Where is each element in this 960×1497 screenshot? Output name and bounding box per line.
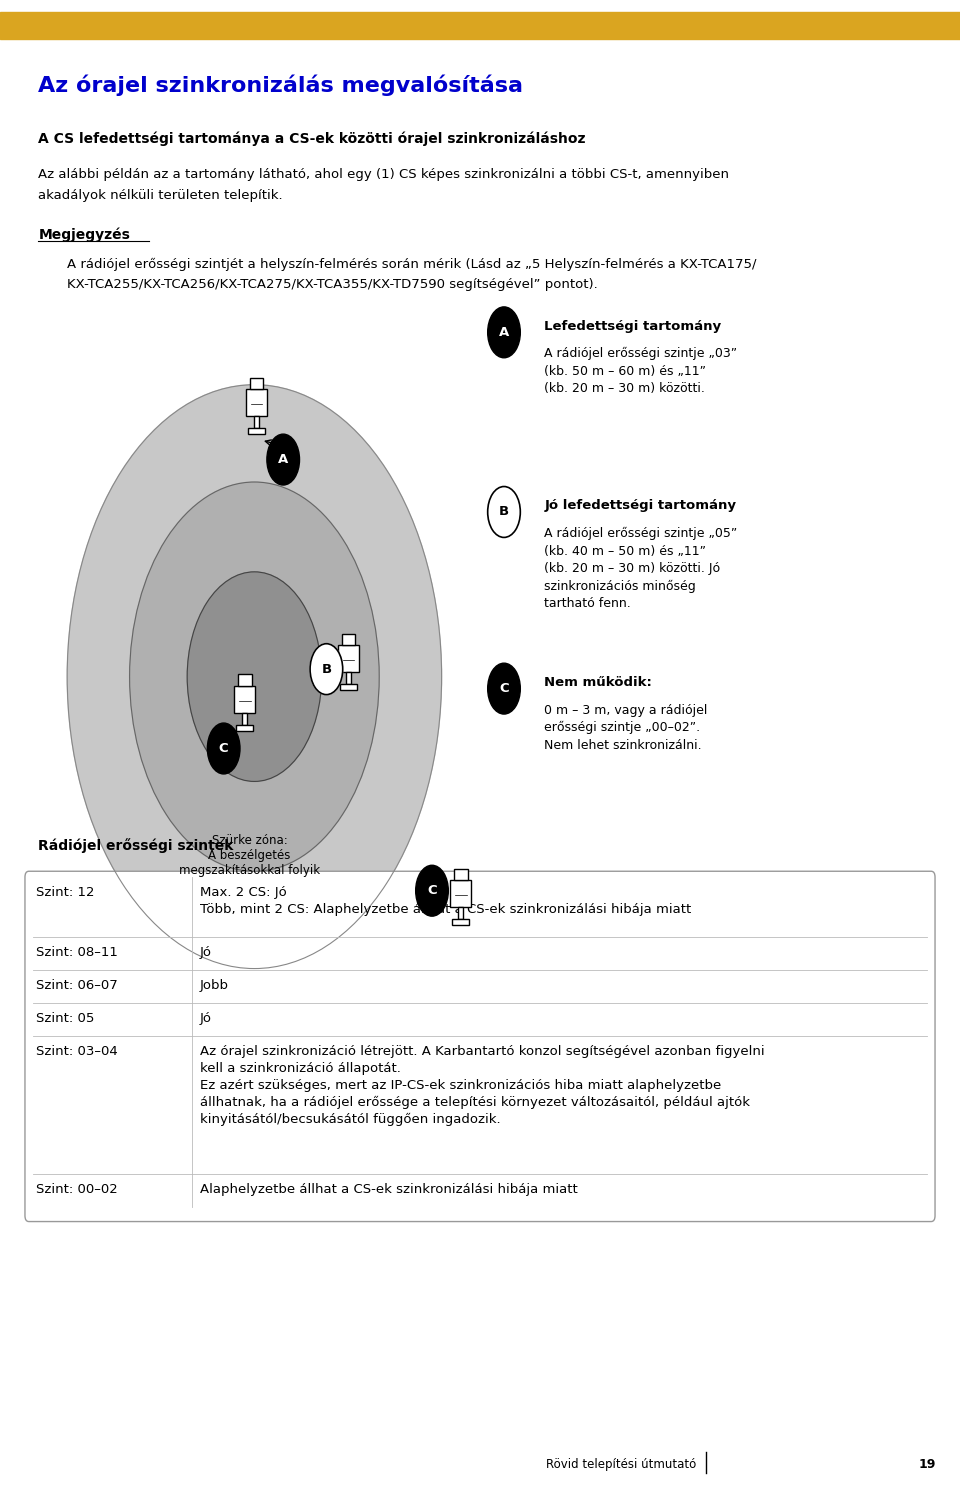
FancyBboxPatch shape	[250, 377, 263, 389]
Text: Jó: Jó	[200, 1012, 211, 1025]
Text: C: C	[219, 743, 228, 754]
FancyBboxPatch shape	[340, 684, 357, 690]
Text: Rövid telepítési útmutató: Rövid telepítési útmutató	[545, 1458, 696, 1470]
FancyBboxPatch shape	[246, 389, 267, 416]
FancyBboxPatch shape	[454, 868, 468, 880]
Text: A rádiójel erősségi szintje „03”
(kb. 50 m – 60 m) és „11”
(kb. 20 m – 30 m) köz: A rádiójel erősségi szintje „03” (kb. 50…	[544, 347, 737, 395]
Text: B: B	[322, 663, 331, 675]
Text: Szint: 00–02: Szint: 00–02	[36, 1183, 118, 1196]
Text: A CS lefedettségi tartománya a CS-ek közötti órajel szinkronizáláshoz: A CS lefedettségi tartománya a CS-ek köz…	[38, 132, 586, 147]
Circle shape	[488, 307, 520, 358]
Text: Szürke zóna:
A beszélgetés
megszakításokkal folyik: Szürke zóna: A beszélgetés megszakítások…	[179, 834, 321, 877]
Text: B: B	[499, 506, 509, 518]
FancyBboxPatch shape	[243, 713, 247, 725]
Circle shape	[187, 572, 322, 781]
Text: Megjegyzés: Megjegyzés	[38, 228, 131, 243]
Circle shape	[130, 482, 379, 871]
Text: 0 m – 3 m, vagy a rádiójel
erősségi szintje „00–02”.
Nem lehet szinkronizálni.: 0 m – 3 m, vagy a rádiójel erősségi szin…	[544, 704, 708, 751]
Circle shape	[416, 865, 448, 916]
Text: Alaphelyzetbe állhat a CS-ek szinkronizálási hibája miatt: Alaphelyzetbe állhat a CS-ek szinkronizá…	[200, 1183, 577, 1196]
Circle shape	[207, 723, 240, 774]
Text: Max. 2 CS: Jó
Több, mint 2 CS: Alaphelyzetbe állhat a CS-ek szinkronizálási hibá: Max. 2 CS: Jó Több, mint 2 CS: Alaphelyz…	[200, 886, 691, 916]
FancyBboxPatch shape	[248, 428, 265, 434]
Text: A: A	[278, 454, 288, 466]
Text: Jobb: Jobb	[200, 979, 228, 993]
Text: Rádiójel erősségi szintek: Rádiójel erősségi szintek	[38, 838, 234, 853]
Circle shape	[310, 644, 343, 695]
Bar	[0, 12, 960, 39]
Text: Az alábbi példán az a tartomány látható, ahol egy (1) CS képes szinkronizálni a : Az alábbi példán az a tartomány látható,…	[38, 168, 730, 181]
FancyBboxPatch shape	[450, 880, 471, 907]
Text: C: C	[499, 683, 509, 695]
Text: 19: 19	[919, 1458, 936, 1470]
FancyBboxPatch shape	[459, 907, 463, 919]
Text: 3    Helyszín tervezés: 3 Helyszín tervezés	[798, 19, 931, 31]
Text: Jó: Jó	[200, 946, 211, 960]
Text: A: A	[499, 326, 509, 338]
Text: A rádiójel erősségi szintjét a helyszín-felmérés során mérik (Lásd az „5 Helyszí: A rádiójel erősségi szintjét a helyszín-…	[67, 257, 756, 271]
Text: A rádiójel erősségi szintje „05”
(kb. 40 m – 50 m) és „11”
(kb. 20 m – 30 m) köz: A rádiójel erősségi szintje „05” (kb. 40…	[544, 527, 737, 611]
Text: C: C	[427, 885, 437, 897]
Text: KX-TCA255/KX-TCA256/KX-TCA275/KX-TCA355/KX-TD7590 segítségével” pontot).: KX-TCA255/KX-TCA256/KX-TCA275/KX-TCA355/…	[67, 278, 598, 292]
Text: Szint: 03–04: Szint: 03–04	[36, 1045, 118, 1058]
Circle shape	[488, 487, 520, 537]
Text: akadályok nélküli területen telepítik.: akadályok nélküli területen telepítik.	[38, 189, 283, 202]
Text: Szint: 06–07: Szint: 06–07	[36, 979, 118, 993]
Circle shape	[267, 434, 300, 485]
FancyBboxPatch shape	[236, 725, 253, 731]
Text: Jó lefedettségi tartomány: Jó lefedettségi tartomány	[544, 500, 736, 512]
Text: Az órajel szinkronizáció létrejött. A Karbantartó konzol segítségével azonban fi: Az órajel szinkronizáció létrejött. A Ka…	[200, 1045, 764, 1126]
FancyBboxPatch shape	[452, 919, 469, 925]
FancyBboxPatch shape	[338, 645, 359, 672]
Text: Lefedettségi tartomány: Lefedettségi tartomány	[544, 320, 722, 332]
Text: Szint: 05: Szint: 05	[36, 1012, 95, 1025]
Circle shape	[67, 385, 442, 969]
FancyBboxPatch shape	[25, 871, 935, 1222]
Text: Szint: 08–11: Szint: 08–11	[36, 946, 118, 960]
FancyBboxPatch shape	[234, 686, 255, 713]
Text: Az órajel szinkronizálás megvalósítása: Az órajel szinkronizálás megvalósítása	[38, 75, 523, 96]
FancyBboxPatch shape	[342, 633, 355, 645]
Text: Szint: 12: Szint: 12	[36, 886, 95, 900]
Circle shape	[488, 663, 520, 714]
Text: Nem működik:: Nem működik:	[544, 677, 652, 689]
FancyBboxPatch shape	[238, 674, 252, 686]
FancyBboxPatch shape	[347, 672, 350, 684]
FancyBboxPatch shape	[254, 416, 258, 428]
